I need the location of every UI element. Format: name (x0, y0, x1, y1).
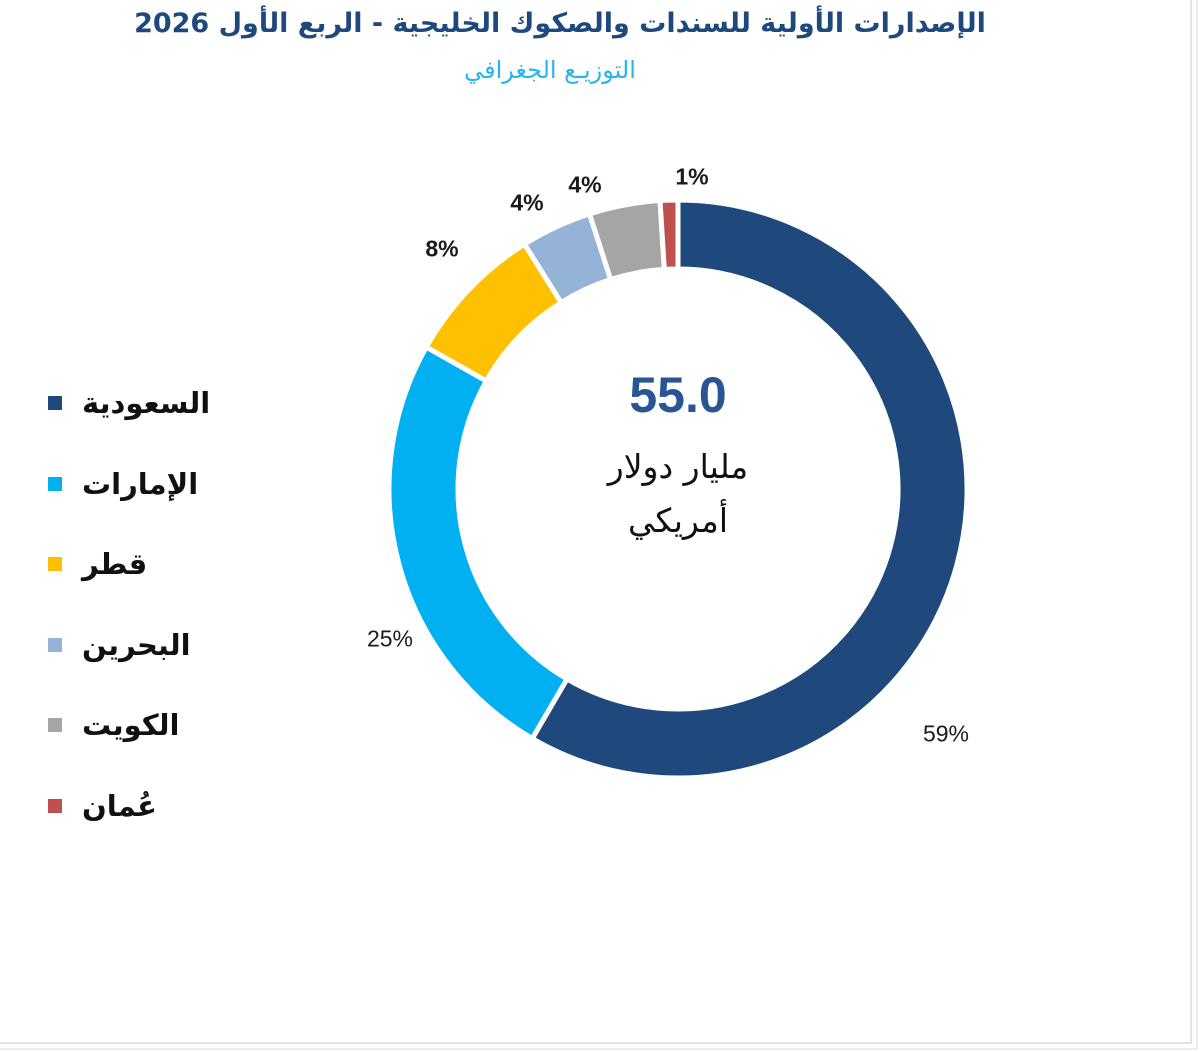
data-label-uae: 25% (366, 625, 414, 652)
total-unit-line1: مليار دولار (607, 447, 749, 486)
donut-slice-oman (657, 197, 681, 273)
legend-label: البحرين (82, 627, 191, 662)
legend-swatch-icon (48, 718, 62, 733)
legend-swatch-icon (48, 476, 62, 491)
data-label-saudi: 59% (922, 720, 970, 747)
total-unit: مليار دولار أمريكي (548, 440, 808, 548)
legend-label: عُمان (82, 788, 157, 823)
donut-slice-saudi (528, 197, 970, 781)
legend-swatch-icon (48, 396, 62, 411)
legend-label: السعودية (82, 386, 211, 421)
legend-swatch-icon (48, 798, 62, 813)
donut-slice-uae (386, 343, 571, 742)
legend-label: الإمارات (82, 466, 199, 501)
chart-title: الإصدارات الأولية للسندات والصكوك الخليج… (134, 8, 986, 39)
data-label-kuwait: 4% (568, 171, 602, 198)
total-unit-line2: أمريكي (628, 501, 728, 540)
legend-item-bahrain: البحرين (48, 605, 248, 686)
legend-item-uae: الإمارات (48, 444, 248, 525)
donut-slices (386, 197, 970, 781)
data-label-bahrain: 4% (510, 189, 544, 216)
legend-swatch-icon (48, 557, 62, 572)
legend-item-oman: عُمان (48, 766, 248, 847)
legend: السعودية الإمارات قطر البحرين الكويت عُم… (48, 363, 248, 846)
legend-item-qatar: قطر (48, 524, 248, 605)
chart-subtitle: التوزيـع الجغرافي (464, 56, 636, 84)
data-label-oman: 1% (675, 163, 709, 190)
legend-item-saudi: السعودية (48, 363, 248, 444)
legend-label: قطر (82, 547, 148, 582)
legend-item-kuwait: الكويت (48, 685, 248, 766)
legend-swatch-icon (48, 637, 62, 652)
data-label-qatar: 8% (425, 235, 459, 262)
legend-label: الكويت (82, 708, 180, 743)
total-value: 55.0 (629, 367, 727, 423)
